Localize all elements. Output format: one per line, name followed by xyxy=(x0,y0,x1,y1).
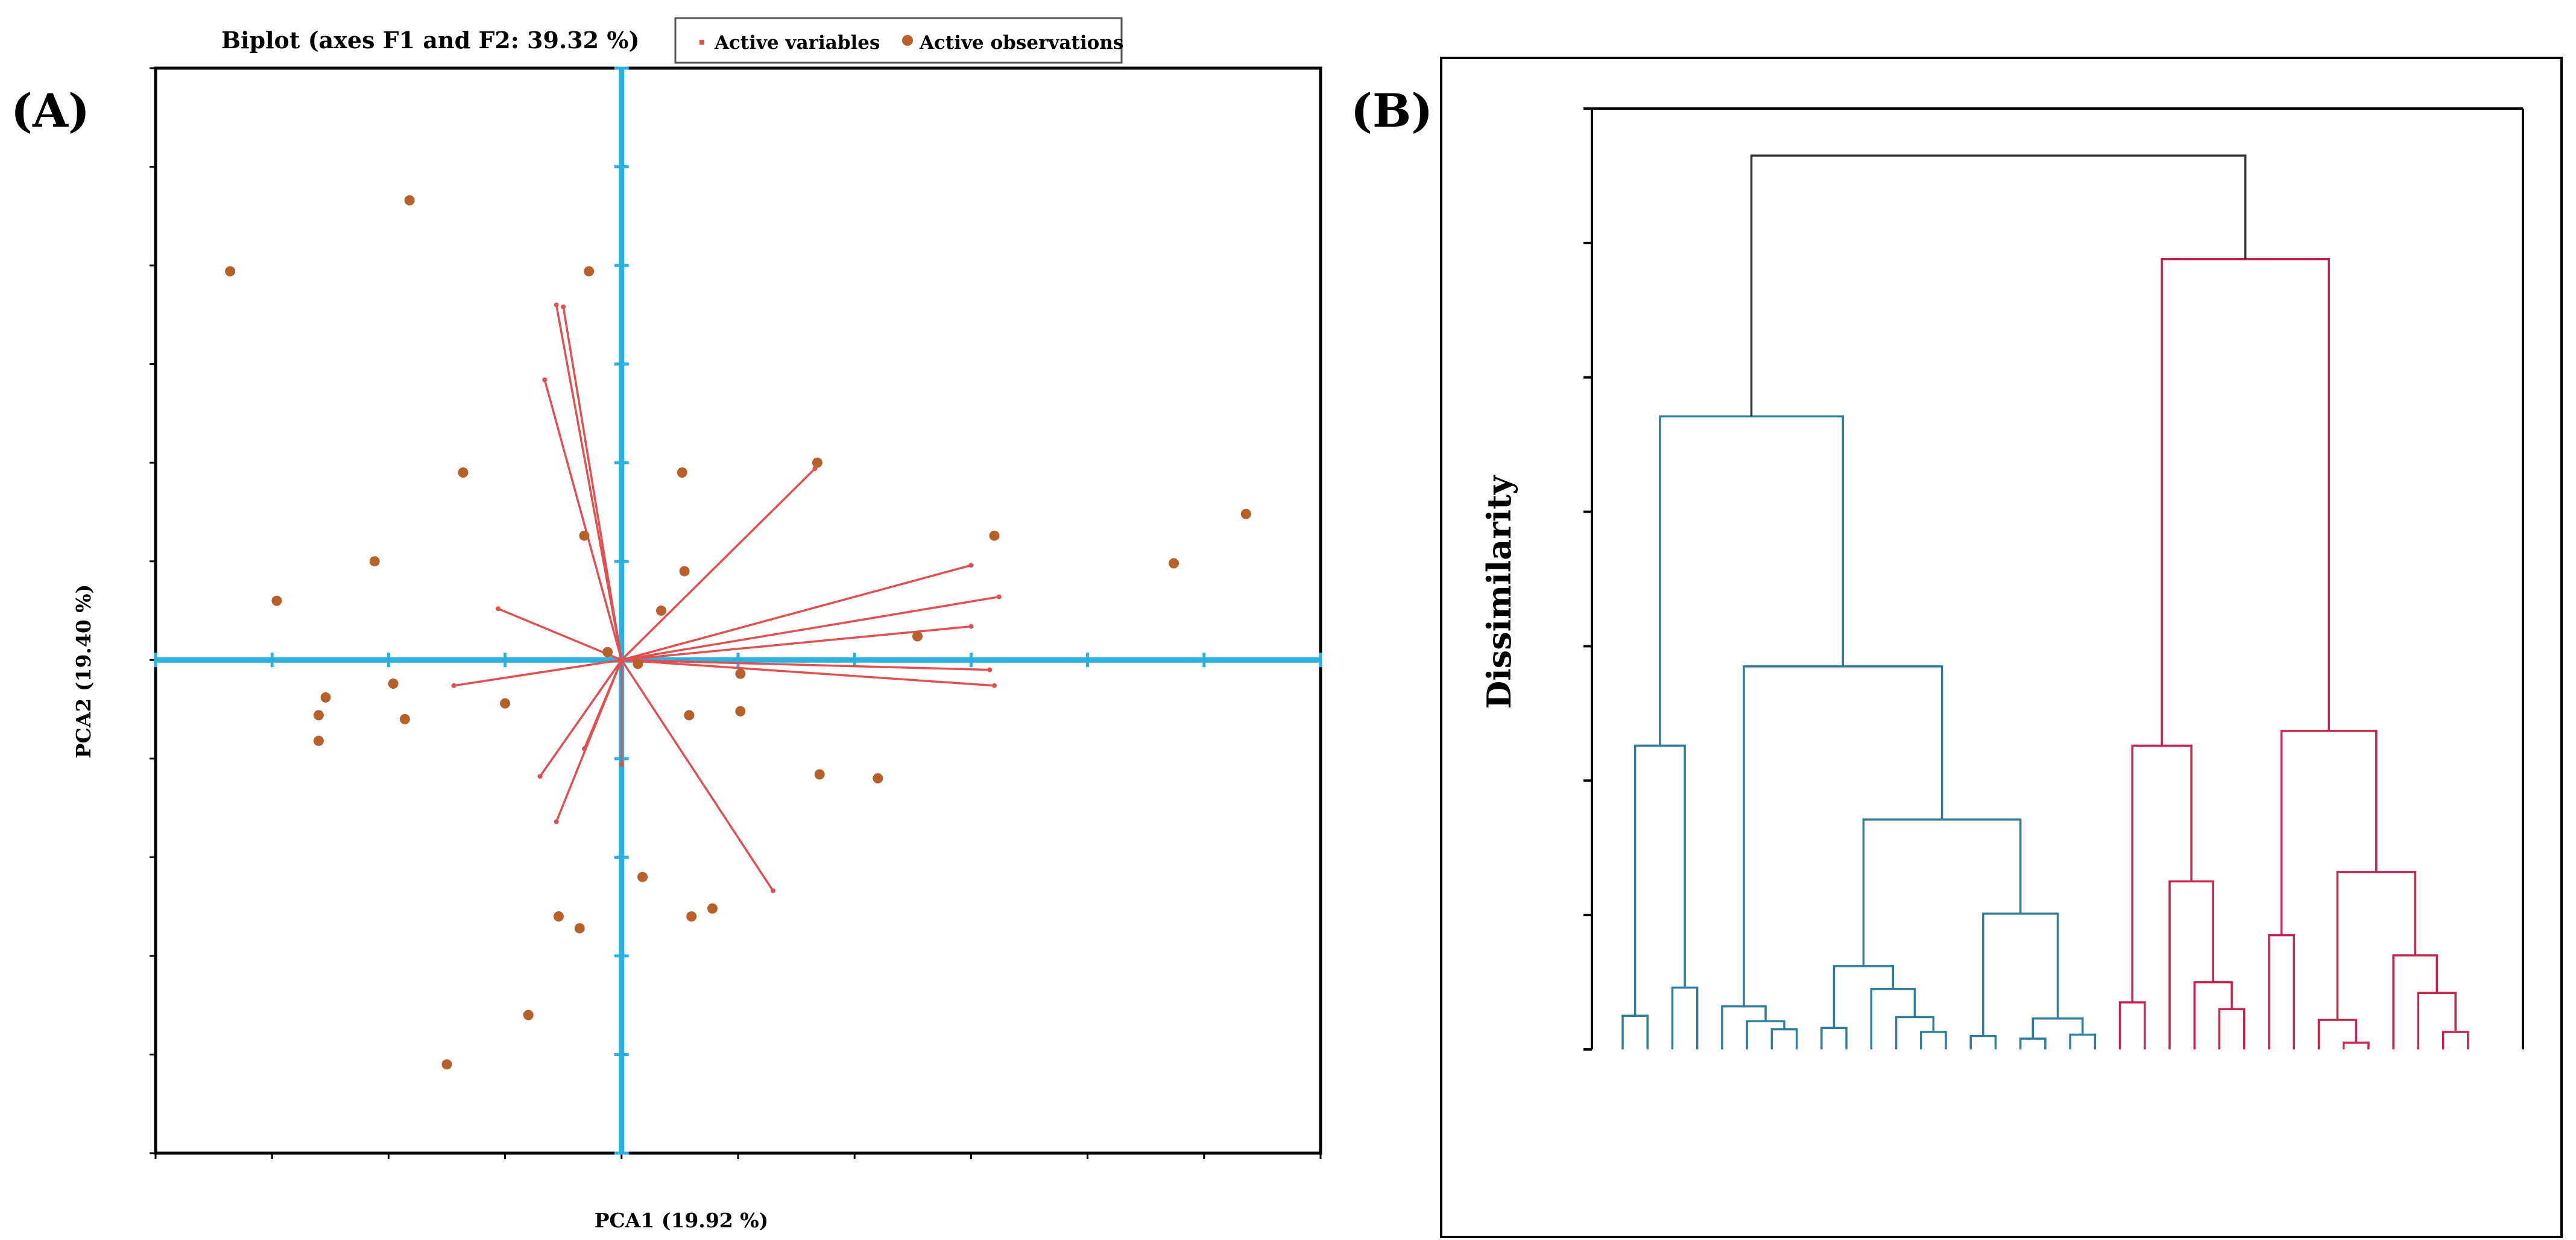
variable-vector-tip xyxy=(619,762,624,767)
dendrogram-link xyxy=(1743,665,1943,1007)
observation-point xyxy=(637,871,648,882)
variable-vector-tip xyxy=(537,774,543,779)
observation-point xyxy=(633,659,643,669)
observation-point xyxy=(1240,508,1251,519)
observation-point xyxy=(912,631,923,642)
legend-entry-variables: Active variables xyxy=(714,32,880,54)
dendrogram-link xyxy=(2442,1031,2469,1049)
dendrogram-link xyxy=(2168,880,2214,1049)
dendrogram-link xyxy=(2069,1033,2097,1049)
observation-point xyxy=(320,692,331,703)
observation-point xyxy=(313,735,324,746)
biplot-plot-area xyxy=(150,66,1322,1159)
y-axis-title: PCA2 (19.40 %) xyxy=(72,584,95,759)
observation-point xyxy=(523,1010,534,1020)
legend: Active variables Active observations xyxy=(674,17,1123,64)
variable-vector xyxy=(621,625,971,662)
variable-vector xyxy=(621,659,990,671)
observation-point xyxy=(812,457,822,468)
observation-point xyxy=(225,266,236,277)
observation-point xyxy=(655,606,666,616)
variable-vector xyxy=(562,306,623,660)
observation-point xyxy=(500,698,511,709)
variable-vector-tip xyxy=(968,563,974,568)
variable-vector xyxy=(621,595,1000,661)
x-axis-title: PCA1 (19.92 %) xyxy=(595,1209,769,1232)
observation-point xyxy=(399,713,410,724)
observation-point xyxy=(579,530,590,541)
observation-point xyxy=(707,903,718,914)
variable-vector xyxy=(555,659,623,823)
observation-point xyxy=(271,595,282,606)
variable-vector-tip xyxy=(451,683,456,688)
dendrogram-link xyxy=(1833,965,1895,1028)
variable-vector xyxy=(621,659,995,687)
observation-point xyxy=(873,773,883,784)
observation-point xyxy=(1169,558,1179,569)
variable-vector xyxy=(620,467,816,661)
observation-point xyxy=(404,195,415,206)
dendrogram-link xyxy=(2336,871,2416,1020)
observation-point xyxy=(602,647,613,657)
variable-vector-tip xyxy=(554,302,559,308)
variable-vector-tip xyxy=(542,377,548,382)
variable-vector xyxy=(543,379,623,660)
panel-label-b: (B) xyxy=(1351,84,1433,138)
legend-box xyxy=(674,17,1123,64)
dendrogram-link xyxy=(1920,1031,1947,1049)
observation-point xyxy=(553,911,564,922)
panel-label-a: (A) xyxy=(11,84,90,138)
variable-vector xyxy=(497,607,622,661)
observation-point xyxy=(735,706,746,716)
observation-point xyxy=(369,556,380,567)
observation-point xyxy=(679,566,690,577)
observation-point xyxy=(735,668,746,679)
observation-point xyxy=(458,467,469,478)
observation-point xyxy=(814,769,825,780)
legend-marker-variables xyxy=(699,40,704,45)
variable-vector-tip xyxy=(561,304,566,309)
dendrogram-link xyxy=(1659,415,1845,746)
observation-point xyxy=(677,467,687,478)
variable-vector-tip xyxy=(992,683,997,688)
variable-vector xyxy=(620,659,774,891)
dendrogram-frame xyxy=(1440,57,2563,1238)
observation-point xyxy=(684,710,695,721)
variable-vector xyxy=(555,305,623,660)
variable-vector-tip xyxy=(996,594,1002,599)
variable-vector xyxy=(621,564,971,661)
variable-vector xyxy=(453,659,622,687)
observation-point xyxy=(313,710,324,721)
variable-vector-tip xyxy=(987,667,993,672)
biplot-panel: (A) Biplot (axes F1 and F2: 39.32 %) Act… xyxy=(11,17,1322,1232)
legend-entry-observations: Active observations xyxy=(919,32,1123,54)
observation-point xyxy=(388,679,399,689)
variable-vector-tip xyxy=(968,624,974,629)
variable-vector xyxy=(539,659,623,777)
variable-vector-tip xyxy=(770,888,775,893)
dendrogram-link xyxy=(1750,154,2247,417)
dendrogram-link xyxy=(2342,1042,2370,1049)
variable-vector-tip xyxy=(496,606,501,612)
dendrogram-y-axis-title: Dissimilarity xyxy=(1480,475,1518,709)
biplot-title: Biplot (axes F1 and F2: 39.32 %) xyxy=(221,27,639,54)
dendrogram-link xyxy=(1721,1005,1767,1049)
variable-vector-tip xyxy=(554,819,559,824)
observation-point xyxy=(584,266,595,277)
observation-point xyxy=(441,1059,452,1070)
legend-marker-observations xyxy=(902,35,913,46)
dendrogram-link xyxy=(2280,730,2378,935)
observation-point xyxy=(989,530,1000,541)
dendrogram-panel: (B) Dissimilarity xyxy=(1351,57,2563,1238)
dendrogram-link xyxy=(1621,1014,1649,1049)
dendrogram-plot-area xyxy=(1583,107,2524,1051)
dendrogram-link xyxy=(1671,986,1699,1049)
observation-point xyxy=(686,911,697,922)
observation-point xyxy=(574,923,585,934)
